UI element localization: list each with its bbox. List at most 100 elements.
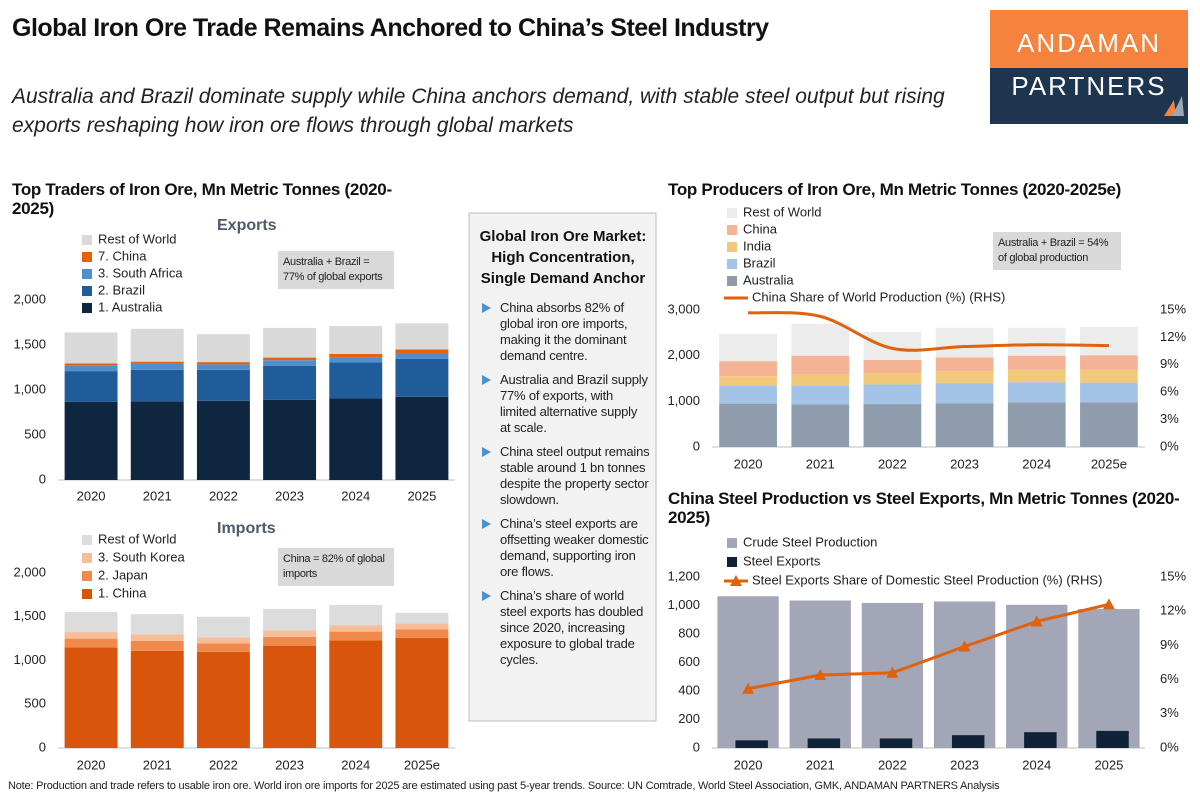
legend-label: Crude Steel Production bbox=[743, 534, 877, 549]
annotation: Australia + Brazil = 54% of global produ… bbox=[993, 232, 1121, 270]
bar-segment bbox=[130, 634, 184, 641]
x-tick-label: 2024 bbox=[1022, 456, 1051, 471]
chart-title: China Steel Production vs Steel Exports,… bbox=[668, 489, 1180, 527]
x-tick-label: 2022 bbox=[209, 757, 238, 772]
y-tick-label: 1,000 bbox=[13, 652, 46, 667]
y-tick-label: 1,000 bbox=[667, 393, 700, 408]
y2-tick-label: 15% bbox=[1160, 568, 1186, 583]
bar-segment bbox=[263, 630, 317, 637]
legend-swatch bbox=[730, 575, 742, 586]
bar-segment bbox=[196, 334, 250, 363]
bullet: China’s steel exports are offsetting wea… bbox=[478, 516, 650, 580]
y2-tick-label: 0% bbox=[1160, 739, 1179, 754]
bar-segment bbox=[196, 616, 250, 638]
y-tick-label: 0 bbox=[39, 471, 46, 486]
bar-segment bbox=[329, 326, 383, 354]
y-tick-label: 400 bbox=[678, 682, 700, 697]
y-tick-label: 600 bbox=[678, 654, 700, 669]
bar-segment bbox=[196, 362, 250, 365]
line bbox=[747, 602, 1110, 691]
y2-tick-label: 9% bbox=[1160, 356, 1179, 371]
bar-segment bbox=[130, 363, 184, 370]
x-tick-label: 2020 bbox=[734, 757, 763, 772]
bar-segment bbox=[791, 323, 850, 356]
legend-label: Rest of World bbox=[98, 531, 177, 546]
x-tick-label: 2024 bbox=[341, 757, 370, 772]
bar-segment bbox=[1007, 327, 1066, 356]
bar-segment bbox=[395, 358, 449, 397]
bar bbox=[951, 735, 985, 748]
bar-segment bbox=[196, 400, 250, 480]
sidebar-box bbox=[468, 212, 657, 722]
legend-swatch bbox=[82, 589, 92, 599]
bar-segment bbox=[130, 401, 184, 480]
x-tick-label: 2022 bbox=[209, 488, 238, 503]
bar-segment bbox=[130, 328, 184, 362]
y2-tick-label: 0% bbox=[1160, 438, 1179, 453]
legend-label: 3. South Korea bbox=[98, 549, 185, 564]
bar-segment bbox=[1080, 326, 1138, 356]
legend-label: Brazil bbox=[743, 255, 776, 270]
bar-segment bbox=[395, 349, 449, 354]
y-tick-label: 2,000 bbox=[13, 564, 46, 579]
bar-segment bbox=[263, 327, 317, 358]
y2-tick-label: 6% bbox=[1160, 671, 1179, 686]
y2-tick-label: 12% bbox=[1160, 603, 1186, 618]
y-tick-label: 3,000 bbox=[667, 301, 700, 316]
bar-segment bbox=[1080, 402, 1138, 447]
y-tick-label: 500 bbox=[24, 426, 46, 441]
bar-segment bbox=[130, 614, 184, 635]
bar-segment bbox=[64, 365, 118, 372]
annotation: China = 82% of global imports bbox=[278, 548, 394, 586]
bar-segment bbox=[329, 640, 383, 748]
bar-segment bbox=[263, 608, 317, 631]
logo-text: PARTNERS bbox=[1011, 71, 1166, 101]
legend-swatch bbox=[82, 252, 92, 262]
legend-label: Steel Exports Share of Domestic Steel Pr… bbox=[752, 572, 1102, 587]
legend-label: Steel Exports bbox=[743, 553, 821, 568]
bar bbox=[735, 740, 768, 748]
logo-text: ANDAMAN bbox=[1017, 28, 1161, 58]
x-tick-label: 2022 bbox=[878, 456, 907, 471]
bar-segment bbox=[935, 383, 994, 404]
bar-segment bbox=[1080, 355, 1138, 370]
x-tick-label: 2021 bbox=[806, 757, 835, 772]
bar-segment bbox=[130, 361, 184, 364]
legend-swatch bbox=[727, 208, 737, 218]
bar-segment bbox=[719, 385, 777, 404]
legend-swatch bbox=[82, 535, 92, 545]
x-tick-label: 2025 bbox=[407, 488, 436, 503]
x-tick-label: 2025e bbox=[404, 757, 440, 772]
legend-label: 3. South Africa bbox=[98, 265, 183, 280]
bar-segment bbox=[64, 371, 118, 402]
x-tick-label: 2020 bbox=[77, 757, 106, 772]
bar-segment bbox=[329, 357, 383, 363]
bar-segment bbox=[395, 629, 449, 638]
legend-swatch bbox=[82, 286, 92, 296]
y-tick-label: 800 bbox=[678, 625, 700, 640]
footnote: Note: Production and trade refers to usa… bbox=[8, 780, 1000, 792]
x-tick-label: 2020 bbox=[734, 456, 763, 471]
bar-segment bbox=[1080, 369, 1138, 383]
legend-swatch bbox=[727, 557, 737, 567]
legend-swatch bbox=[727, 242, 737, 252]
bar-segment bbox=[791, 355, 850, 375]
bar-segment bbox=[1007, 355, 1066, 370]
bar-segment bbox=[791, 385, 850, 405]
sidebar-bullets: China absorbs 82% of global iron ore imp… bbox=[478, 300, 650, 676]
bar bbox=[879, 738, 913, 748]
legend-label: 1. China bbox=[98, 585, 147, 600]
bar-segment bbox=[196, 651, 250, 748]
page-title: Global Iron Ore Trade Remains Anchored t… bbox=[12, 14, 769, 42]
bar-segment bbox=[935, 371, 994, 384]
bar bbox=[1024, 732, 1057, 748]
bar-segment bbox=[1007, 369, 1066, 383]
line-marker bbox=[958, 640, 971, 652]
bar-segment bbox=[263, 399, 317, 480]
bar-segment bbox=[64, 332, 118, 364]
bar-segment bbox=[196, 643, 250, 652]
y-tick-label: 1,500 bbox=[13, 336, 46, 351]
legend-swatch bbox=[727, 225, 737, 235]
bar-segment bbox=[329, 625, 383, 632]
